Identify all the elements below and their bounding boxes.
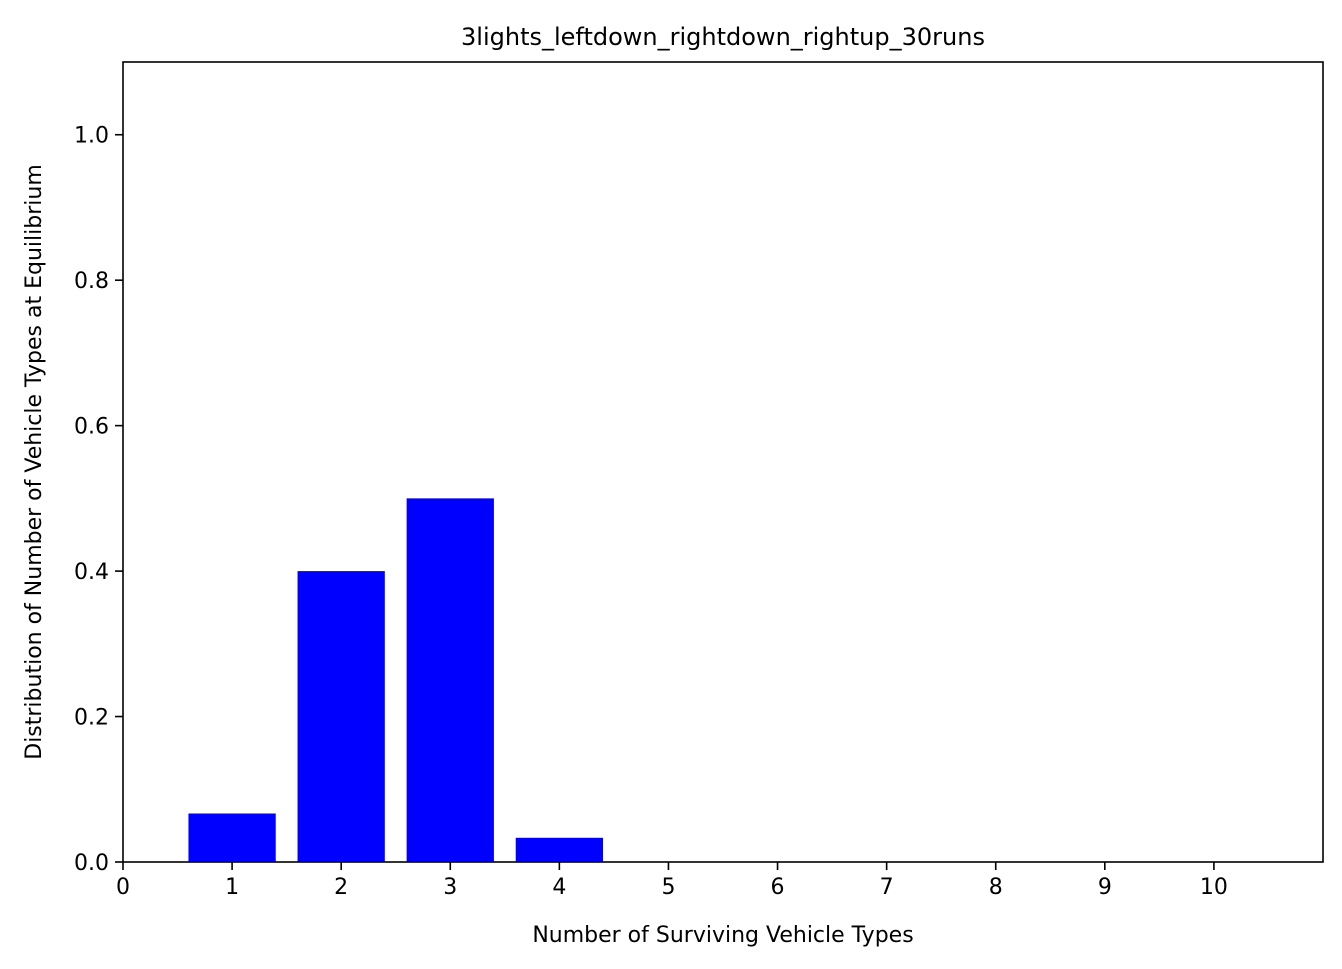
x-tick-label: 8: [989, 875, 1003, 900]
x-axis-label: Number of Surviving Vehicle Types: [532, 923, 913, 948]
y-axis-label: Distribution of Number of Vehicle Types …: [22, 164, 47, 760]
y-tick-label: 1.0: [74, 124, 109, 149]
y-tick-label: 0.8: [74, 269, 109, 294]
chart-title: 3lights_leftdown_rightdown_rightup_30run…: [461, 23, 985, 51]
x-tick-label: 2: [334, 875, 348, 900]
x-tick-label: 9: [1098, 875, 1112, 900]
bar-1: [188, 813, 276, 862]
x-tick-label: 10: [1200, 875, 1228, 900]
y-tick-label: 0.6: [74, 415, 109, 440]
bars-layer: [188, 498, 603, 862]
x-tick-label: 7: [880, 875, 894, 900]
bar-2: [297, 571, 385, 862]
y-tick-label: 0.2: [74, 706, 109, 731]
x-tick-label: 4: [552, 875, 566, 900]
y-tick-label: 0.4: [74, 560, 109, 585]
bar-4: [515, 837, 603, 862]
x-tick-label: 0: [116, 875, 130, 900]
x-axis-ticks: 0 1 2 3 4 5 6 7 8 9 10: [116, 862, 1228, 900]
y-tick-label: 0.0: [74, 851, 109, 876]
x-tick-label: 6: [771, 875, 785, 900]
x-tick-label: 5: [661, 875, 675, 900]
x-tick-label: 1: [225, 875, 239, 900]
bar-3: [406, 498, 494, 862]
y-axis-ticks: 0.0 0.2 0.4 0.6 0.8 1.0: [74, 124, 123, 876]
x-tick-label: 3: [443, 875, 457, 900]
plot-frame: [122, 61, 1324, 863]
